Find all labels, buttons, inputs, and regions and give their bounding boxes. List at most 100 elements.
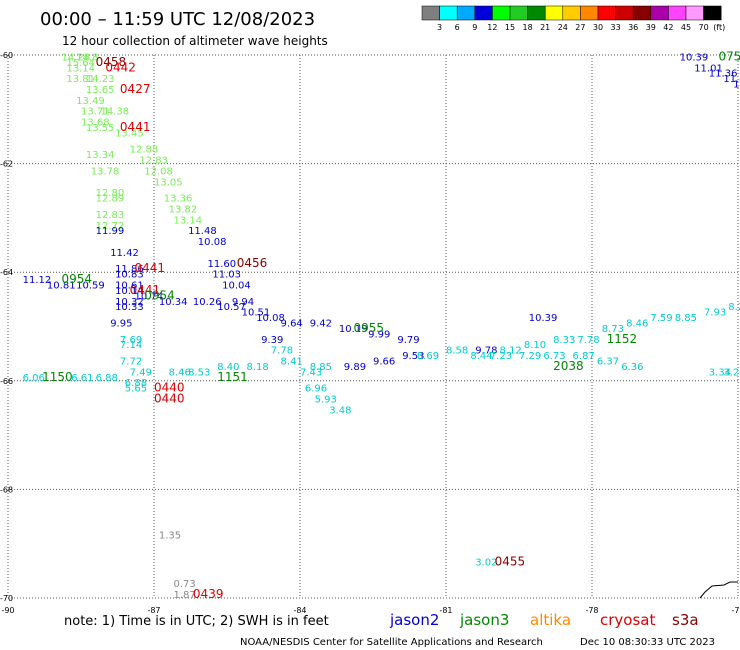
track-time-label: 0427 [120,82,151,96]
wave-height-point: 10.39 [680,52,709,63]
wave-height-point: 10.59 [76,280,105,291]
coastline-outline [699,581,738,599]
track-time-label: 0955 [354,321,385,335]
wave-height-point: 7.59 [650,313,672,324]
y-tick-label: -62 [0,160,13,169]
wave-height-point: 10.51 [242,308,271,319]
wave-height-point: 10.32 [115,297,144,308]
wave-height-point: 11.12 [23,275,52,286]
wave-height-point: 13.55 [86,123,115,134]
color-scale-swatch [685,5,704,21]
wave-height-point: 11.03 [212,270,241,281]
wave-height-point: 10.26 [193,297,222,308]
color-scale-label: 12 [487,23,497,32]
color-scale-label: 39 [646,23,656,32]
wave-height-point: 14.38 [100,107,129,118]
x-tick-label: -90 [1,606,14,615]
wave-height-point: 9.95 [110,319,132,330]
color-scale-label: 18 [523,23,533,32]
y-tick-label: -64 [0,268,13,277]
wave-height-point: 13.71 [81,107,110,118]
track-time-label: 0456 [237,256,268,270]
wave-height-point: 6.36 [621,362,643,373]
x-tick-label: -78 [585,606,598,615]
wave-height-point: 9.66 [373,357,395,368]
color-scale-swatch [703,5,722,21]
color-scale-swatch [562,5,581,21]
wave-height-point: 7.43 [300,367,322,378]
color-scale-label: 33 [611,23,621,32]
wave-height-point: 10.08 [198,237,227,248]
wave-height-point: 11.42 [110,248,139,259]
wave-height-point: 7.72 [120,357,142,368]
wave-height-point: 10.39 [529,313,558,324]
wave-height-point: 13.65 [86,85,115,96]
wave-height-point: 12.89 [96,194,125,205]
wave-height-point: 10.83 [115,270,144,281]
track-time-label: 1150 [42,370,73,384]
wave-height-point: 10.81 [47,280,76,291]
wave-height-point: 11.44 [723,74,740,85]
color-scale-label: 27 [575,23,585,32]
satellite-legend: jason2 jason3 altika cryosat s3a [389,611,699,629]
wave-height-point: 7.23 [490,351,512,362]
data-points: 14.2814.815.6413.1413.8114.2313.6513.491… [23,52,740,601]
wave-height-point: 13.78 [91,166,120,177]
wave-height-point: 15.64 [66,58,95,69]
wave-height-point: 8.46 [626,319,648,330]
wave-height-point: 8.18 [246,362,268,373]
wave-height-point: 7.78 [577,335,599,346]
x-tick-label: -84 [293,606,306,615]
color-scale-swatch [632,5,652,21]
wave-height-point: 3.23 [723,367,740,378]
wave-height-point: 9.99 [368,329,390,340]
generated-timestamp: Dec 10 08:30:33 UTC 2023 [580,637,715,648]
y-tick-label: -66 [0,377,13,386]
track-time-label: 0954 [62,272,93,286]
track-time-label: 0442 [105,60,136,74]
wave-height-point: 9.53 [402,351,424,362]
y-tick-label: -70 [0,594,13,603]
wave-height-point: 12.08 [144,166,173,177]
color-scale-label: 3 [437,23,442,32]
color-scale-swatch [492,5,511,21]
wave-height-point: 12.83 [96,210,125,221]
wave-height-point: 14.28 [62,52,91,63]
wave-height-point: 6.96 [305,384,327,395]
wave-height-point: 9.78 [475,346,497,357]
wave-height-point: 13.82 [169,204,198,215]
wave-height-point: 12.88 [130,145,159,156]
wave-height-point: 7.49 [130,367,152,378]
color-scale-unit: (ft) [713,23,725,32]
wave-height-point: 8.85 [310,362,332,373]
color-scale-legend: 3 6 9 12 15 18 21 24 27 30 33 36 39 42 45 70 (ft) [421,5,725,32]
credit-line: NOAA/NESDIS Center for Satellite Applica… [240,637,543,648]
wave-height-point: 6.61 [71,373,93,384]
chart-title: 00:00 – 11:59 UTC 12/08/2023 [40,9,315,30]
wave-height-point: 8.33 [553,335,575,346]
satellite-legend-jason3: jason3 [459,611,509,629]
wave-height-point: 11.36 [709,69,738,80]
satellite-legend-s3a: s3a [672,611,699,629]
track-time-label: 0439 [193,587,224,601]
wave-height-point: 9.39 [261,335,283,346]
wave-height-point: 8.53 [188,367,210,378]
wave-height-point: 8.29 [728,302,740,313]
wave-height-point: 8.10 [524,340,546,351]
wave-height-point: 11.60 [208,259,237,270]
track-time-label: 1151 [217,370,248,384]
wave-height-point: 8.85 [675,313,697,324]
wave-height-point: 7.29 [519,351,541,362]
color-scale-swatch [509,5,528,21]
wave-height-point: 8.73 [602,324,624,335]
wave-height-point: 6.73 [543,351,565,362]
color-scale-swatch [615,5,634,21]
wave-height-point: 10.34 [159,297,188,308]
color-scale-swatch [544,5,564,21]
wave-height-point: 9.94 [232,297,254,308]
track-time-label: 0440 [154,381,185,395]
wave-height-point: 6.06 [23,373,45,384]
color-scale-swatch [474,5,493,21]
color-scale-label: 24 [558,23,568,32]
